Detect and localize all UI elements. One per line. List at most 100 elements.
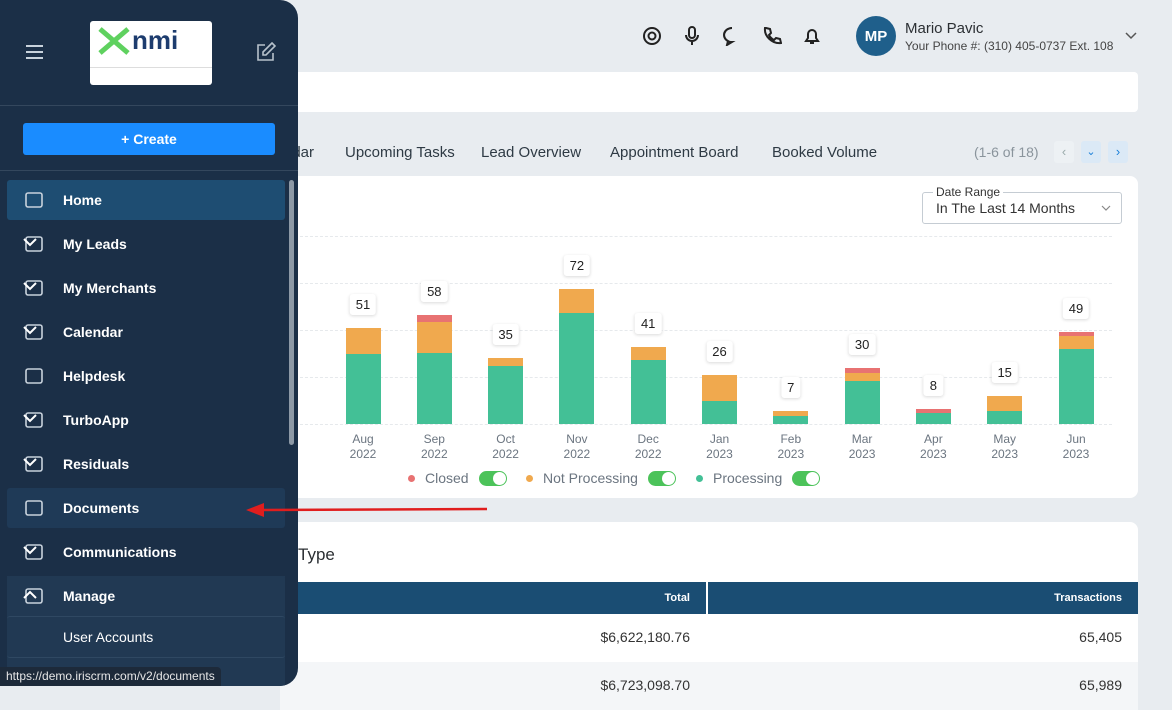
divider xyxy=(0,170,298,171)
chevron[interactable] xyxy=(23,414,37,423)
x-tick-label: May 2023 xyxy=(991,432,1019,461)
x-tick-label: Jun 2023 xyxy=(1062,432,1090,461)
total-label: 30 xyxy=(848,333,876,355)
create-button[interactable]: + Create xyxy=(23,123,275,155)
status-url: https://demo.iriscrm.com/v2/documents xyxy=(0,667,221,686)
chat-icon[interactable] xyxy=(722,26,742,46)
legend-label: Processing xyxy=(713,470,783,486)
menu-item[interactable]: My Merchants xyxy=(7,268,285,308)
total-label: 72 xyxy=(563,254,591,276)
table-title: Type xyxy=(298,545,335,564)
menu-item[interactable]: Home xyxy=(7,180,285,220)
x-tick-label: Dec 2022 xyxy=(634,432,662,461)
menu-icon xyxy=(25,192,43,208)
help-icon[interactable] xyxy=(642,26,662,46)
search-bar[interactable] xyxy=(280,72,1138,112)
submenu-item[interactable]: User Accounts xyxy=(7,616,285,658)
menu-item[interactable]: Calendar xyxy=(7,312,285,352)
chevron[interactable] xyxy=(23,282,37,291)
column-divider xyxy=(706,582,708,614)
table-header: Total Transactions xyxy=(280,582,1138,614)
tab[interactable]: Upcoming Tasks xyxy=(345,144,455,161)
menu-icon xyxy=(25,324,43,340)
next-button[interactable]: › xyxy=(1108,141,1128,163)
toggle-knob xyxy=(492,471,506,485)
bar-segment xyxy=(773,416,809,424)
create-label: Create xyxy=(133,131,177,147)
arrow-annotation xyxy=(246,503,488,517)
tab[interactable]: Appointment Board xyxy=(610,144,739,161)
divider xyxy=(0,105,298,106)
legend-dot xyxy=(526,474,533,482)
menu-label: Residuals xyxy=(63,456,130,472)
legend-item[interactable]: Closed xyxy=(408,470,507,486)
legend-label: Closed xyxy=(425,470,469,486)
date-range-select[interactable]: Date Range In The Last 14 Months xyxy=(922,185,1122,224)
menu-icon xyxy=(25,368,43,384)
menu-label: Documents xyxy=(63,500,140,516)
prev-button[interactable]: ‹ xyxy=(1054,141,1074,163)
bar-segment xyxy=(1058,331,1094,336)
bar-segment xyxy=(416,352,452,424)
bell-icon[interactable] xyxy=(803,26,821,46)
total-label: 15 xyxy=(991,361,1018,383)
sidebar: nmi + Create Home My Leads My Merchants Cal… xyxy=(0,0,298,686)
legend-label: Not Processing xyxy=(543,470,638,486)
chevron[interactable] xyxy=(23,326,37,335)
table-row: $6,723,098.70 65,989 xyxy=(280,662,1138,710)
bar-segment xyxy=(915,412,951,424)
chevron[interactable] xyxy=(23,458,37,467)
expand-button[interactable]: ⌄ xyxy=(1081,141,1101,163)
phone-icon[interactable] xyxy=(762,26,782,46)
menu-label: Helpdesk xyxy=(63,368,126,384)
total-label: 41 xyxy=(634,312,662,334)
x-tick-label: Nov 2022 xyxy=(563,432,591,461)
legend-toggle[interactable] xyxy=(478,470,507,486)
x-tick-label: Feb 2023 xyxy=(777,432,805,461)
date-range-label: Date Range xyxy=(933,185,1004,199)
avatar[interactable]: MP xyxy=(856,16,896,56)
menu-item[interactable]: Manage xyxy=(7,576,285,616)
legend-item[interactable]: Processing xyxy=(696,470,821,486)
user-menu-chevron[interactable] xyxy=(1125,32,1137,40)
menu-icon[interactable] xyxy=(26,45,43,59)
chart-card: Date Range In The Last 14 Months 51 Aug 2… xyxy=(280,176,1138,498)
bar-segment xyxy=(844,367,880,374)
grid-line xyxy=(280,377,1112,378)
bar-segment xyxy=(345,328,381,355)
menu-label: My Leads xyxy=(63,236,127,252)
menu-item[interactable]: Helpdesk xyxy=(7,356,285,396)
bar-segment xyxy=(630,360,666,424)
mic-icon[interactable] xyxy=(684,26,700,46)
menu-item[interactable]: My Leads xyxy=(7,224,285,264)
menu-item[interactable]: TurboApp xyxy=(7,400,285,440)
x-tick-label: Sep 2022 xyxy=(420,432,448,461)
menu-item[interactable]: Documents xyxy=(7,488,285,528)
chevron[interactable] xyxy=(23,238,37,247)
legend-item[interactable]: Not Processing xyxy=(526,470,676,486)
plus-icon: + xyxy=(121,131,134,147)
menu-label: Home xyxy=(63,192,102,208)
legend-toggle[interactable] xyxy=(792,470,821,486)
edit-icon[interactable] xyxy=(256,42,276,61)
menu-icon xyxy=(25,500,43,516)
menu-icon xyxy=(25,412,43,428)
legend-toggle[interactable] xyxy=(647,470,676,486)
tab[interactable]: Booked Volume xyxy=(772,144,878,161)
bar-segment xyxy=(488,358,524,366)
top-bar: MP Mario Pavic Your Phone #: (310) 405-0… xyxy=(640,0,1160,70)
tab[interactable]: Lead Overview xyxy=(481,144,582,161)
bar-segment xyxy=(773,410,809,417)
table-card: Type Total Transactions $6,622,180.76 65,… xyxy=(280,522,1138,710)
cell-total: $6,622,180.76 xyxy=(600,629,690,645)
menu-item[interactable]: Residuals xyxy=(7,444,285,484)
table-row: $6,622,180.76 65,405 xyxy=(280,614,1138,662)
menu-icon xyxy=(25,236,43,252)
chevron[interactable] xyxy=(23,546,37,555)
bar-segment xyxy=(488,365,524,424)
chevron[interactable] xyxy=(23,590,37,599)
user-phone: Your Phone #: (310) 405-0737 Ext. 108 xyxy=(905,39,1114,53)
x-tick-label: Oct 2022 xyxy=(492,432,519,461)
menu-item[interactable]: Communications xyxy=(7,532,285,572)
user-name: Mario Pavic xyxy=(905,20,984,37)
